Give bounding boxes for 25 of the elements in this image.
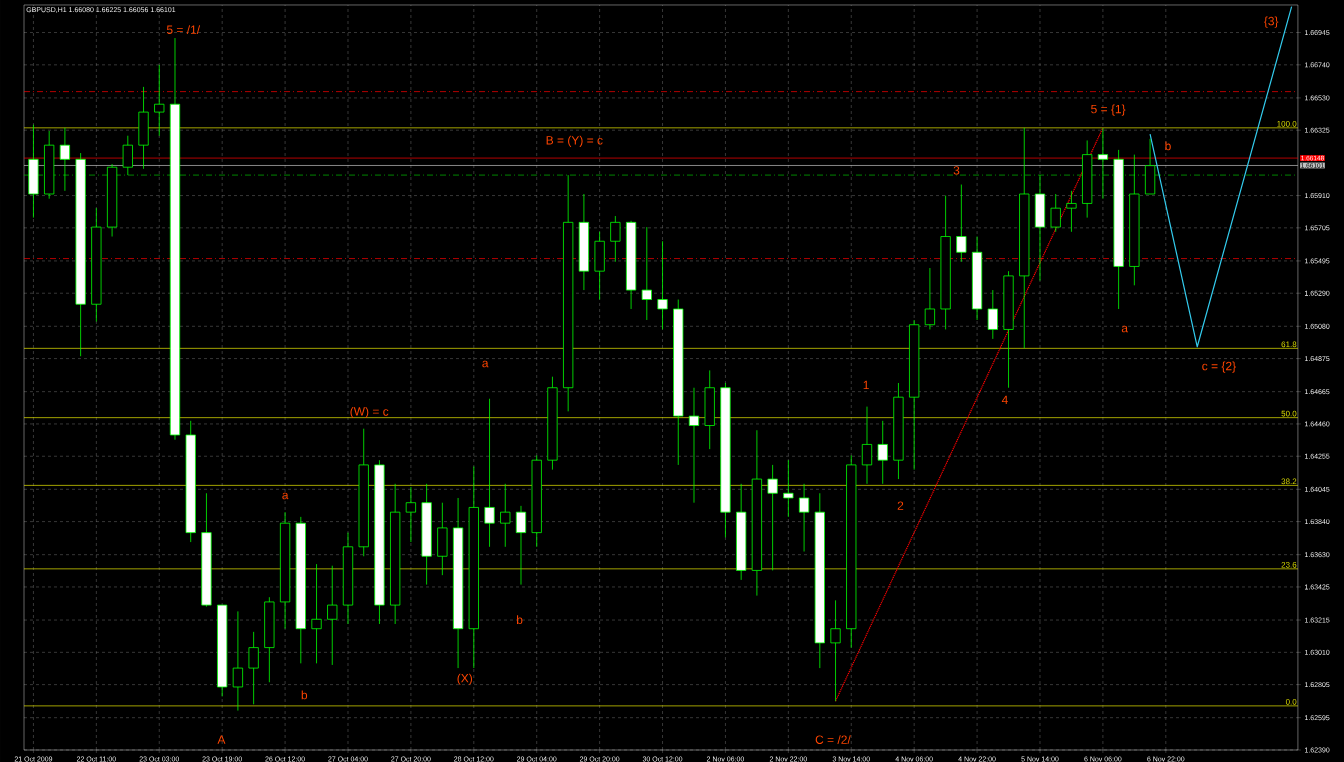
annotation: 5 = /1/	[166, 25, 201, 34]
annotation: b	[301, 690, 308, 700]
annotation: a	[282, 492, 289, 500]
annotation: (X)	[457, 673, 473, 685]
annotation: 50.0	[1281, 410, 1297, 417]
annotation: 5 = {1}	[1091, 104, 1126, 116]
annotation: 23.6	[1281, 561, 1297, 568]
annotation: b	[517, 615, 523, 625]
annotation: 61.8	[1281, 341, 1297, 348]
annotation: a	[482, 360, 489, 368]
annotation: c = {2}	[1202, 361, 1236, 373]
annotation: {3}	[1264, 16, 1279, 28]
annotation: C = /2/	[815, 735, 851, 744]
annotation: a	[1121, 325, 1128, 333]
annotation: A	[217, 735, 226, 744]
annotation: B = (Y) = c	[546, 135, 603, 147]
annotation: 1	[863, 380, 869, 390]
annotation: 38.2	[1281, 478, 1297, 485]
annotation: 100.0	[1277, 120, 1297, 127]
annotation: 4	[1001, 395, 1008, 404]
annotation: 0.0	[1285, 699, 1297, 705]
annotation: b	[1165, 141, 1171, 151]
annotation: 3	[953, 166, 960, 175]
annotation: 2	[897, 501, 904, 510]
annotation: (W) = c	[350, 406, 389, 419]
